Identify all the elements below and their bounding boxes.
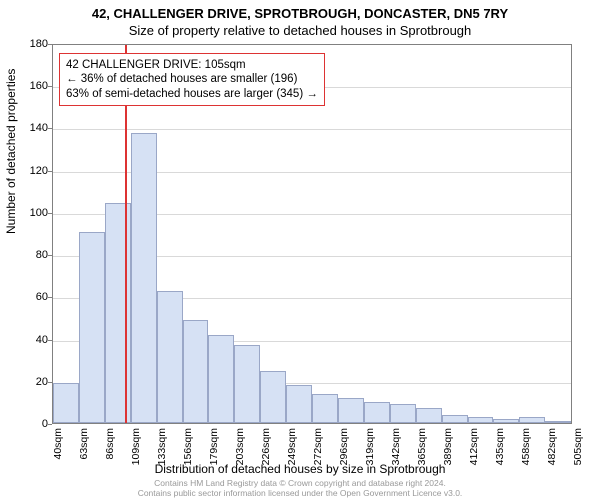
bar [364, 402, 390, 423]
annotation-box: 42 CHALLENGER DRIVE: 105sqm ← 36% of det… [59, 53, 325, 106]
y-tick: 60 [8, 291, 48, 303]
y-tick: 180 [8, 38, 48, 50]
bar [493, 419, 519, 423]
y-tick: 160 [8, 80, 48, 92]
title-address: 42, CHALLENGER DRIVE, SPROTBROUGH, DONCA… [0, 0, 600, 21]
bar [234, 345, 260, 423]
bar [79, 232, 105, 423]
bar [105, 203, 131, 424]
root: 42, CHALLENGER DRIVE, SPROTBROUGH, DONCA… [0, 0, 600, 500]
y-tick: 40 [8, 334, 48, 346]
bar [338, 398, 364, 423]
y-tick: 80 [8, 249, 48, 261]
y-tick: 100 [8, 207, 48, 219]
y-tick: 120 [8, 165, 48, 177]
chart-area: 42 CHALLENGER DRIVE: 105sqm ← 36% of det… [52, 44, 572, 424]
bar [442, 415, 468, 423]
annot-line3: 63% of semi-detached houses are larger (… [66, 87, 318, 101]
footer: Contains HM Land Registry data © Crown c… [0, 479, 600, 498]
bar [208, 335, 234, 423]
bar [157, 291, 183, 423]
annot-line2: ← 36% of detached houses are smaller (19… [66, 72, 318, 86]
y-tick: 20 [8, 376, 48, 388]
bar [468, 417, 494, 423]
bar [183, 320, 209, 423]
bar [390, 404, 416, 423]
bar [131, 133, 157, 423]
bar [53, 383, 79, 423]
titles: 42, CHALLENGER DRIVE, SPROTBROUGH, DONCA… [0, 0, 600, 38]
bar [519, 417, 545, 423]
bar [312, 394, 338, 423]
bar [286, 385, 312, 423]
annot-line1: 42 CHALLENGER DRIVE: 105sqm [66, 58, 318, 72]
bar [545, 421, 571, 423]
title-sub: Size of property relative to detached ho… [0, 21, 600, 38]
x-axis-label: Distribution of detached houses by size … [0, 462, 600, 476]
y-tick: 0 [8, 418, 48, 430]
bar [260, 371, 286, 424]
footer-line2: Contains public sector information licen… [0, 489, 600, 498]
bar [416, 408, 442, 423]
y-tick: 140 [8, 122, 48, 134]
